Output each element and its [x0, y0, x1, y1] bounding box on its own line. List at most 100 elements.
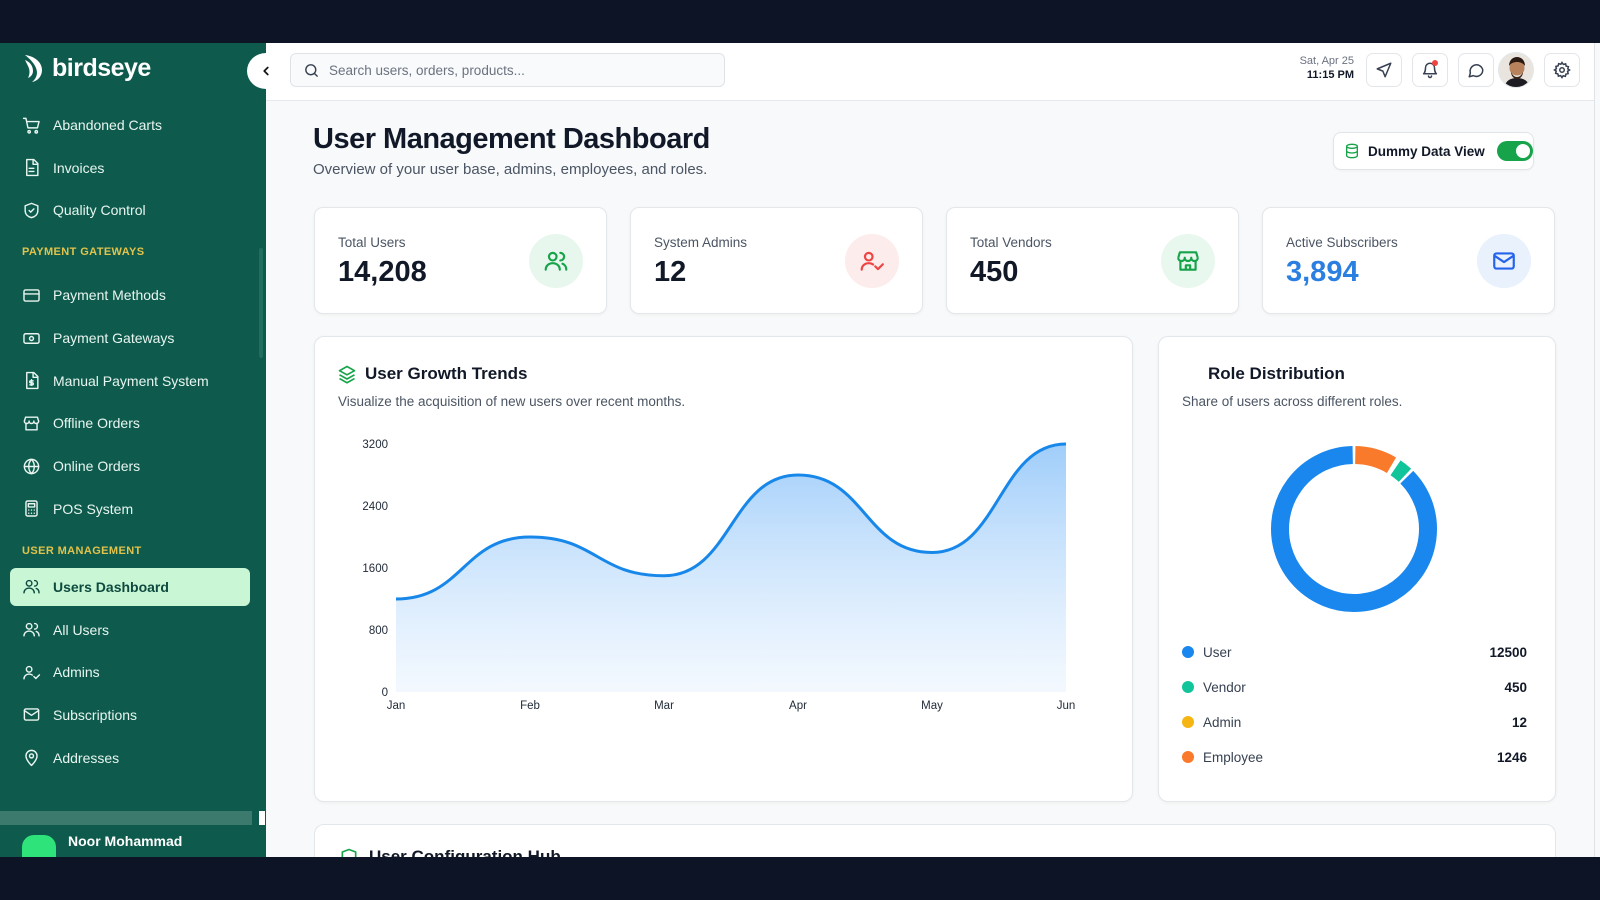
sidebar: birdseye Abandoned Carts Invoices Quality … — [0, 43, 266, 857]
bell-icon — [1422, 62, 1438, 79]
sidebar-item-quality-control[interactable]: Quality Control — [10, 191, 250, 229]
sidebar-scroll-thumb[interactable] — [259, 811, 265, 825]
area-fill — [396, 444, 1066, 692]
sidebar-item-label: Offline Orders — [53, 415, 140, 432]
sidebar-item-invoices[interactable]: Invoices — [10, 149, 250, 187]
x-tick-label: Mar — [654, 700, 674, 712]
navigate-button[interactable] — [1366, 53, 1402, 87]
legend-dot — [1182, 751, 1194, 763]
legend-dot — [1182, 646, 1194, 658]
sidebar-item-admins[interactable]: Admins — [10, 653, 250, 691]
sidebar-item-pos-system[interactable]: POS System — [10, 490, 250, 528]
user-avatar[interactable] — [1498, 52, 1534, 88]
stat-label: System Admins — [654, 235, 748, 250]
stat-label: Active Subscribers — [1286, 235, 1398, 250]
legend-row-admin[interactable]: Admin 12 — [1182, 712, 1527, 732]
invoice-icon — [26, 159, 39, 177]
search-input[interactable] — [329, 62, 709, 78]
card-title: User Configuration Hub — [369, 847, 561, 857]
shield-icon — [24, 202, 39, 219]
stat-value: 3,894 — [1286, 256, 1359, 288]
cart-icon — [22, 117, 40, 134]
sidebar-horizontal-scrollbar[interactable] — [0, 811, 252, 825]
sidebar-section-label: PAYMENT GATEWAYS — [22, 246, 145, 259]
sidebar-item-online-orders[interactable]: Online Orders — [10, 447, 250, 485]
sidebar-item-manual-payment-system[interactable]: Manual Payment System — [10, 362, 250, 400]
messages-button[interactable] — [1458, 53, 1494, 87]
sidebar-item-offline-orders[interactable]: Offline Orders — [10, 404, 250, 442]
role-donut-chart[interactable] — [1269, 444, 1439, 614]
legend-value: 450 — [1504, 679, 1527, 695]
stat-card-total-users: Total Users 14,208 — [314, 207, 607, 314]
data-point[interactable] — [528, 535, 532, 539]
sidebar-item-label: Manual Payment System — [53, 372, 209, 389]
sidebar-item-users-dashboard[interactable]: Users Dashboard — [10, 567, 250, 606]
card-subtitle: Share of users across different roles. — [1182, 394, 1403, 409]
data-point[interactable] — [1064, 442, 1068, 446]
toggle-switch[interactable] — [1496, 141, 1533, 161]
legend-row-vendor[interactable]: Vendor 450 — [1182, 677, 1527, 697]
data-point[interactable] — [394, 597, 398, 601]
sidebar-item-label: Payment Methods — [53, 287, 166, 304]
collapse-sidebar-button[interactable] — [247, 53, 285, 89]
legend-value: 1246 — [1496, 749, 1527, 765]
x-tick-label: Jan — [387, 700, 406, 712]
card-title: User Growth Trends — [365, 364, 528, 383]
toggle-knob — [1515, 144, 1530, 158]
data-point[interactable] — [662, 574, 666, 578]
legend-value: 12500 — [1489, 644, 1527, 660]
sidebar-item-subscriptions[interactable]: Subscriptions — [10, 696, 250, 734]
page-scrollbar[interactable] — [1594, 43, 1600, 857]
y-tick-label: 3200 — [362, 439, 388, 451]
notifications-button[interactable] — [1412, 53, 1448, 87]
sidebar-item-payment-methods[interactable]: Payment Methods — [10, 276, 250, 314]
y-tick-label: 1600 — [362, 563, 388, 575]
legend-row-user[interactable]: User 12500 — [1182, 642, 1527, 662]
stat-label: Total Vendors — [970, 235, 1052, 250]
card-subtitle: Visualize the acquisition of new users o… — [338, 394, 686, 409]
globe-icon — [23, 458, 40, 474]
series-line[interactable] — [395, 442, 1067, 601]
gear-icon — [1553, 61, 1571, 79]
stat-value: 12 — [654, 256, 687, 288]
user-growth-chart[interactable]: 0 800 1600 2400 3200 Jan Feb Mar Apr May Jun — [315, 337, 1132, 801]
role-distribution-card: Role Distribution Share of users across … — [1158, 336, 1556, 802]
sidebar-item-abandoned-carts[interactable]: Abandoned Carts — [10, 106, 250, 144]
page-subtitle: Overview of your user base, admins, empl… — [313, 161, 708, 178]
store-icon — [23, 416, 40, 431]
user-growth-card: User Growth Trends Visualize the acquisi… — [314, 336, 1133, 802]
data-point[interactable] — [930, 551, 934, 555]
profile-card[interactable]: Noor Mohammad — [0, 831, 266, 857]
search-box[interactable] — [290, 53, 725, 87]
notification-dot — [1432, 60, 1438, 66]
sidebar-item-label: Invoices — [53, 159, 105, 176]
settings-button[interactable] — [1544, 53, 1580, 87]
dummy-data-toggle[interactable]: Dummy Data View — [1333, 132, 1534, 170]
stat-icon-badge — [1477, 234, 1531, 288]
layers-icon — [338, 365, 356, 384]
sidebar-item-label: Subscriptions — [53, 706, 138, 723]
data-point[interactable] — [796, 473, 800, 477]
sidebar-item-payment-gateways[interactable]: Payment Gateways — [10, 319, 250, 357]
card-title: Role Distribution — [1208, 364, 1345, 383]
sidebar-scrollbar[interactable] — [259, 248, 263, 358]
sidebar-item-all-users[interactable]: All Users — [10, 611, 250, 649]
banknote-icon — [23, 332, 40, 344]
logo[interactable]: birdseye — [22, 53, 151, 83]
stat-icon-badge — [529, 234, 583, 288]
legend-label: Vendor — [1203, 679, 1246, 695]
database-icon — [1346, 143, 1358, 159]
pie-slice-employee[interactable] — [1354, 446, 1397, 474]
pie-slice-user[interactable] — [1271, 446, 1437, 612]
legend-dot — [1182, 681, 1194, 693]
search-icon — [305, 63, 318, 77]
sidebar-item-label: All Users — [53, 621, 110, 638]
app-name: birdseye — [52, 53, 151, 82]
legend-dot — [1182, 716, 1194, 728]
sidebar-section-label: USER MANAGEMENT — [22, 544, 142, 557]
stat-card-active-subscribers: Active Subscribers 3,894 — [1262, 207, 1555, 314]
sidebar-item-addresses[interactable]: Addresses — [10, 739, 250, 777]
y-tick-label: 2400 — [362, 501, 388, 513]
legend-row-employee[interactable]: Employee 1246 — [1182, 747, 1527, 767]
pie-slice-vendor[interactable] — [1390, 460, 1412, 482]
